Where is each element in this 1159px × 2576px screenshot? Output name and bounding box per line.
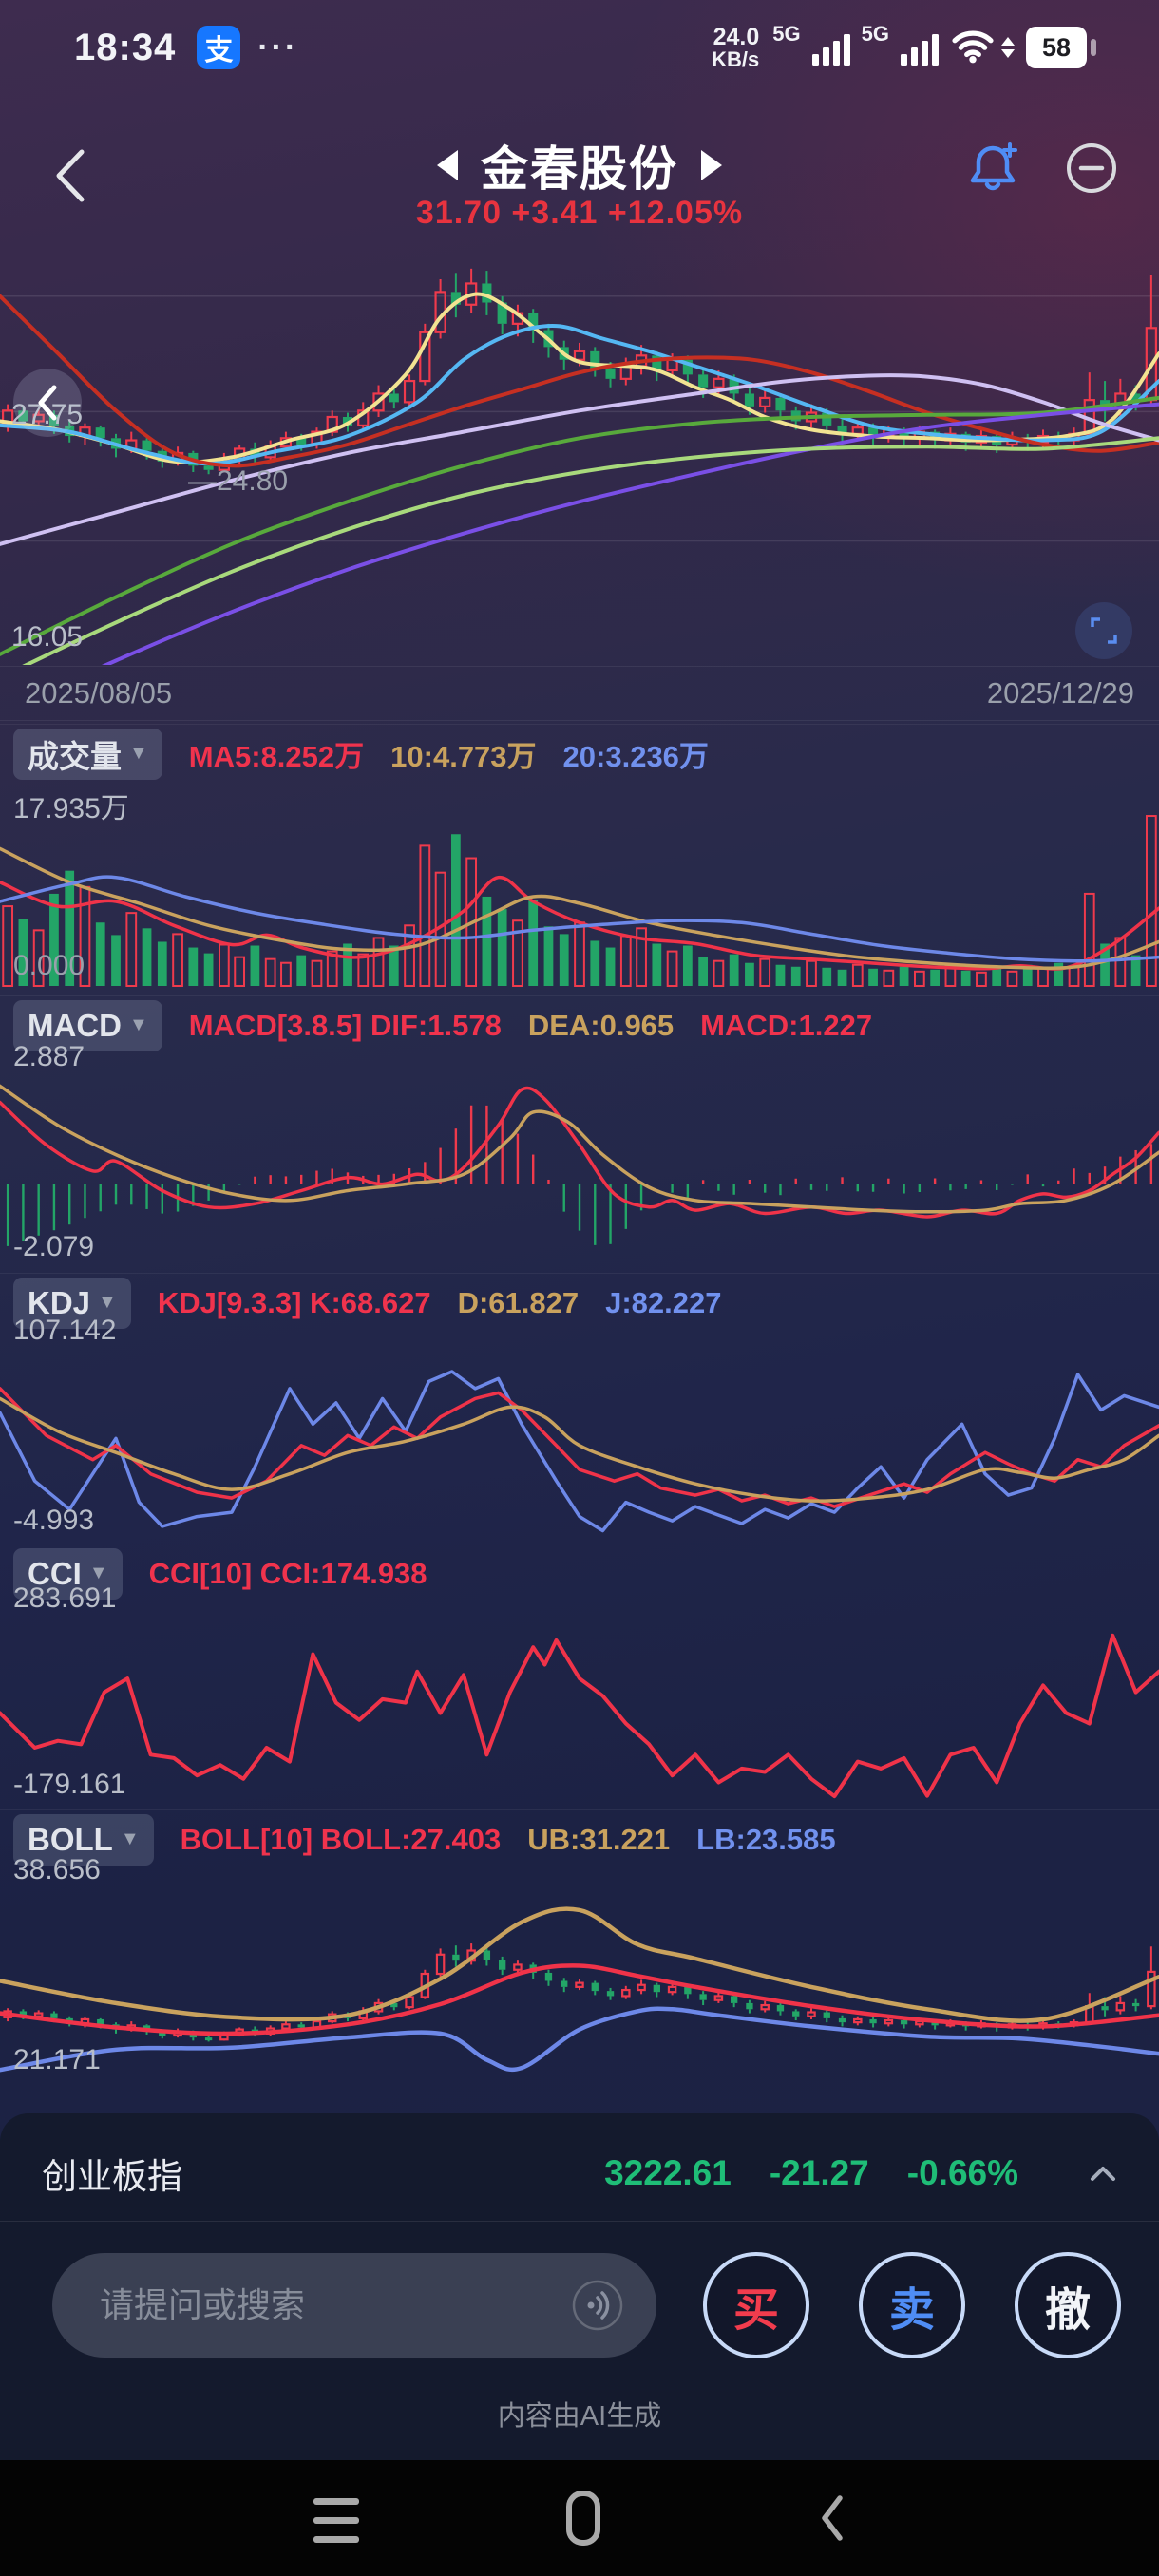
volume-min-label: 0.000: [13, 950, 86, 981]
macd-indicator-selector[interactable]: MACD ▼: [13, 999, 162, 1051]
page-title: 金春股份: [481, 142, 678, 196]
minimize-icon[interactable]: [1062, 139, 1121, 198]
ai-disclaimer: 内容由AI生成: [497, 2401, 662, 2432]
index-name: 创业板指: [42, 2157, 182, 2196]
search-input[interactable]: [98, 2284, 571, 2326]
date-start: 2025/08/05: [25, 676, 173, 710]
sim1-5g-label: 5G: [772, 22, 801, 46]
signal-bars-icon: [811, 29, 850, 66]
volume-chart[interactable]: [0, 813, 1159, 988]
boll-header: BOLL ▼ BOLL[10] BOLL:27.403 UB:31.221 LB:…: [0, 1809, 1159, 1868]
alert-bell-icon[interactable]: [960, 135, 1026, 201]
battery-icon: 58: [1026, 27, 1087, 68]
notification-dots-icon: ···: [257, 28, 299, 66]
price-quote: 31.70 +3.41 +12.05%: [415, 195, 744, 231]
low-price-marker: —24.80: [188, 465, 289, 497]
volume-max-label: 17.935万: [13, 793, 129, 824]
sell-button[interactable]: 卖: [859, 2252, 965, 2358]
vol-ma20-label: 20:3.236万: [562, 740, 709, 773]
kdj-indicator-selector[interactable]: KDJ ▼: [13, 1277, 131, 1329]
chevron-up-icon[interactable]: [1089, 2164, 1117, 2183]
next-stock-icon[interactable]: [701, 150, 722, 180]
index-value: 3222.61: [604, 2153, 732, 2192]
date-axis: 2025/08/05 2025/12/29: [0, 666, 1159, 721]
nav-back-button[interactable]: [813, 2491, 847, 2546]
index-change: -21.27: [769, 2153, 869, 2192]
boll-ub-label: UB:31.221: [527, 1822, 671, 1856]
index-pct: -0.66%: [906, 2153, 1018, 2192]
macd-dif-label: MACD[3.8.5] DIF:1.578: [188, 1008, 502, 1042]
divider: [0, 2221, 1159, 2222]
price-axis-min-label: 16.05: [11, 621, 84, 653]
kdj-max-label: 107.142: [13, 1315, 117, 1346]
volume-indicator-selector[interactable]: 成交量 ▼: [13, 728, 162, 780]
macd-chart[interactable]: [0, 1083, 1159, 1269]
cci-chart[interactable]: [0, 1630, 1159, 1807]
recents-button[interactable]: [314, 2498, 359, 2543]
price-axis-label: 27.75: [11, 399, 84, 430]
buy-button[interactable]: 买: [703, 2252, 809, 2358]
volume-header: 成交量 ▼ MA5:8.252万 10:4.773万 20:3.236万: [0, 724, 1159, 783]
chevron-down-icon: ▼: [120, 1828, 140, 1849]
vol-ma10-label: 10:4.773万: [390, 740, 537, 773]
kdj-j-label: J:82.227: [605, 1285, 722, 1319]
voice-search-icon[interactable]: [571, 2279, 624, 2332]
search-bar[interactable]: [52, 2253, 656, 2358]
boll-max-label: 38.656: [13, 1854, 101, 1885]
android-nav-bar: [0, 2460, 1159, 2576]
cci-indicator-selector[interactable]: CCI ▼: [13, 1547, 123, 1600]
sim2-5g-label: 5G: [861, 22, 889, 46]
macd-dea-label: DEA:0.965: [527, 1008, 674, 1042]
macd-max-label: 2.887: [13, 1041, 86, 1072]
cci-min-label: -179.161: [13, 1769, 126, 1800]
back-button[interactable]: [44, 142, 101, 209]
kdj-chart[interactable]: [0, 1360, 1159, 1541]
drawer-handle-button[interactable]: [13, 369, 82, 437]
boll-chart[interactable]: [0, 1896, 1159, 2082]
cancel-order-button[interactable]: 撤: [1015, 2252, 1121, 2358]
boll-min-label: 21.171: [13, 2044, 101, 2075]
boll-lb-label: LB:23.585: [696, 1822, 836, 1856]
kdj-k-label: KDJ[9.3.3] K:68.627: [157, 1285, 431, 1319]
boll-mid-label: BOLL[10] BOLL:27.403: [180, 1822, 502, 1856]
chevron-down-icon: ▼: [128, 1014, 148, 1035]
clock: 18:34: [74, 26, 177, 68]
index-bar[interactable]: 创业板指 3222.61 -21.27 -0.66%: [0, 2135, 1159, 2211]
network-speed: 24.0 KB/s: [712, 23, 760, 71]
battery-nub: [1091, 39, 1096, 56]
home-button[interactable]: [566, 2491, 600, 2546]
cci-value-label: CCI[10] CCI:174.938: [148, 1556, 428, 1590]
macd-header: MACD ▼ MACD[3.8.5] DIF:1.578 DEA:0.965 MA…: [0, 995, 1159, 1054]
prev-stock-icon[interactable]: [437, 150, 458, 180]
wifi-icon: [952, 30, 994, 64]
kdj-d-label: D:61.827: [457, 1285, 580, 1319]
candlestick-chart[interactable]: [0, 252, 1159, 665]
chevron-down-icon: ▼: [98, 1292, 117, 1313]
chevron-down-icon: ▼: [129, 743, 148, 764]
stock-title-row: 金春股份: [0, 131, 1159, 199]
data-arrows-icon: [1001, 37, 1015, 58]
status-bar: 18:34 支 ··· 24.0 KB/s 5G 5G 58: [0, 0, 1159, 95]
signal-bars-icon: [901, 29, 939, 66]
kdj-header: KDJ ▼ KDJ[9.3.3] K:68.627 D:61.827 J:82.2…: [0, 1273, 1159, 1332]
macd-value-label: MACD:1.227: [700, 1008, 873, 1042]
alipay-icon: 支: [197, 26, 241, 69]
vol-ma5-label: MA5:8.252万: [188, 740, 365, 773]
chevron-down-icon: ▼: [88, 1563, 108, 1583]
kdj-min-label: -4.993: [13, 1505, 95, 1536]
date-end: 2025/12/29: [986, 676, 1134, 710]
fullscreen-icon[interactable]: [1075, 602, 1132, 659]
boll-indicator-selector[interactable]: BOLL ▼: [13, 1813, 154, 1866]
cci-header: CCI ▼ CCI[10] CCI:174.938: [0, 1544, 1159, 1602]
cci-max-label: 283.691: [13, 1582, 117, 1614]
macd-min-label: -2.079: [13, 1231, 95, 1262]
